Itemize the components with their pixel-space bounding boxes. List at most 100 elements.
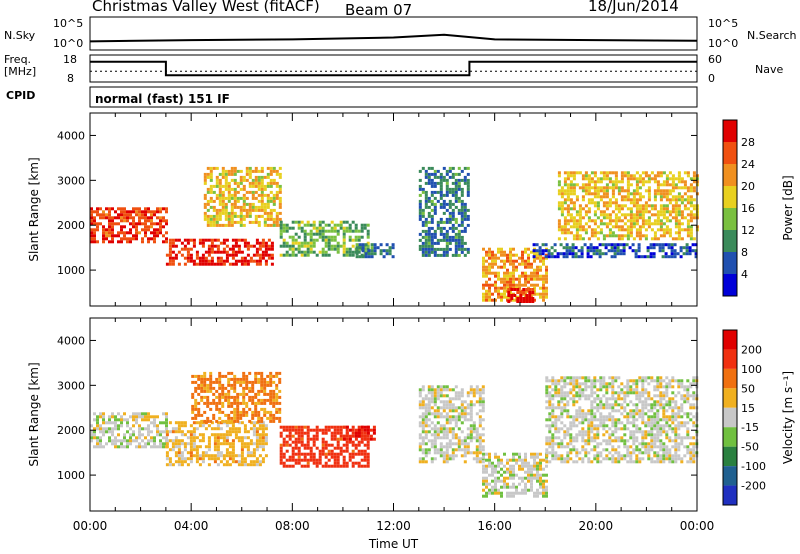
power-cell: [260, 181, 264, 185]
velocity-cell: [306, 443, 310, 447]
power-cell: [445, 253, 449, 257]
power-cell: [306, 247, 310, 251]
velocity-cell: [500, 485, 503, 489]
velocity-cell: [677, 382, 681, 386]
velocity-cell: [635, 427, 639, 431]
power-cell: [644, 210, 648, 214]
velocity-cell: [635, 391, 639, 395]
velocity-cell: [215, 377, 219, 381]
velocity-cell: [418, 445, 422, 449]
velocity-cell: [445, 445, 449, 449]
velocity-cell: [421, 460, 425, 464]
velocity-cell: [457, 397, 461, 401]
power-cell: [653, 195, 657, 199]
power-cell: [221, 205, 225, 209]
velocity-cell: [475, 457, 479, 461]
power-cell: [303, 238, 307, 242]
power-cell: [688, 252, 692, 256]
velocity-cell: [647, 418, 651, 422]
velocity-cell: [632, 409, 636, 413]
power-cell: [488, 295, 491, 299]
velocity-cell: [512, 485, 515, 489]
power-cell: [578, 219, 582, 223]
power-cell: [506, 256, 509, 260]
velocity-cell: [448, 418, 452, 422]
power-cell: [267, 253, 271, 257]
velocity-cell: [236, 413, 240, 417]
power-cell: [638, 213, 642, 217]
power-cell: [236, 205, 240, 209]
velocity-cell: [260, 401, 264, 405]
power-cell: [379, 252, 383, 256]
power-cell: [427, 214, 431, 218]
velocity-cell: [159, 430, 162, 434]
velocity-cell: [153, 442, 156, 446]
velocity-cell: [258, 436, 262, 440]
power-cell: [683, 204, 687, 208]
power-cell: [388, 252, 392, 256]
velocity-cell: [647, 442, 651, 446]
velocity-cell: [524, 476, 527, 480]
velocity-cell: [620, 388, 624, 392]
power-cell: [677, 195, 681, 199]
power-cell: [418, 187, 422, 191]
velocity-cell: [647, 409, 651, 413]
velocity-cell: [451, 448, 455, 452]
power-cell: [327, 253, 331, 257]
velocity-cell: [524, 488, 527, 492]
velocity-cell: [656, 382, 660, 386]
power-cell: [626, 231, 630, 235]
velocity-cell: [227, 416, 231, 420]
velocity-cell: [584, 448, 588, 452]
velocity-cell: [611, 418, 615, 422]
velocity-cell: [156, 427, 159, 431]
power-cell: [608, 204, 612, 208]
velocity-cell: [108, 415, 111, 419]
power-cell: [629, 174, 633, 178]
power-cell: [605, 183, 609, 187]
power-cell: [563, 237, 567, 241]
velocity-cell: [548, 394, 552, 398]
power-cell: [218, 181, 222, 185]
velocity-cell: [197, 374, 201, 378]
velocity-cell: [491, 491, 494, 495]
power-cell: [614, 234, 618, 238]
velocity-cell: [216, 436, 220, 440]
power-cell: [689, 231, 693, 235]
power-cell: [204, 250, 208, 254]
power-cell: [515, 265, 518, 269]
velocity-cell: [451, 403, 455, 407]
power-cell: [610, 255, 614, 259]
velocity-cell: [665, 457, 669, 461]
velocity-cell: [263, 380, 267, 384]
velocity-cell: [246, 463, 250, 467]
velocity-cell: [180, 430, 184, 434]
power-cell: [581, 195, 585, 199]
velocity-cell: [192, 454, 196, 458]
power-cell: [451, 226, 455, 230]
velocity-cell: [218, 386, 222, 390]
power-cell: [463, 241, 467, 245]
power-cell: [236, 181, 240, 185]
power-cell: [670, 255, 674, 259]
velocity-cell: [197, 392, 201, 396]
power-cell: [539, 253, 542, 257]
velocity-cell: [545, 439, 549, 443]
power-cell: [150, 222, 153, 226]
power-cell: [436, 253, 440, 257]
velocity-cell: [668, 439, 672, 443]
velocity-cell: [285, 449, 289, 453]
power-cell: [488, 268, 491, 272]
power-cell: [427, 226, 431, 230]
power-cell: [351, 253, 355, 257]
velocity-cell: [485, 470, 488, 474]
power-cell: [599, 198, 603, 202]
velocity-cell: [213, 445, 217, 449]
velocity-cell: [297, 434, 301, 438]
velocity-cell: [430, 439, 434, 443]
power-cell: [671, 183, 675, 187]
power-cell: [640, 255, 644, 259]
power-cell: [625, 243, 629, 247]
power-cell: [617, 228, 621, 232]
power-cell: [257, 208, 261, 212]
